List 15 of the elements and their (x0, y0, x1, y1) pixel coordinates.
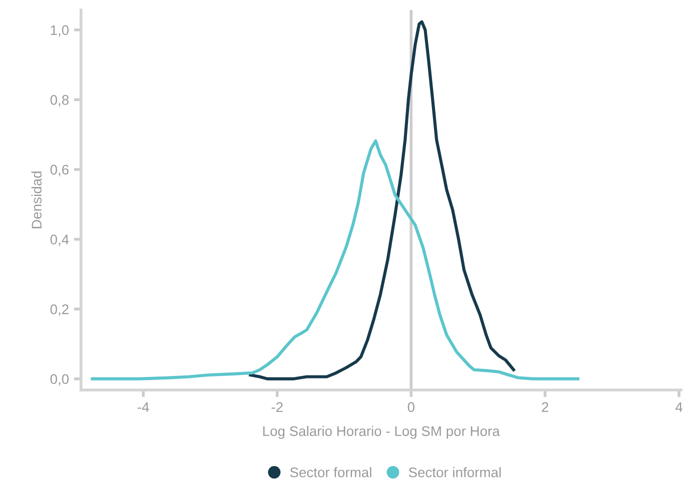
x-tick-label: 4 (675, 402, 682, 412)
x-tick-label: 0 (408, 402, 414, 412)
y-tick-label: 1,0 (50, 25, 69, 37)
x-tick-label: 2 (542, 402, 548, 412)
x-tick-label: -2 (272, 402, 283, 412)
x-axis-title: Log Salario Horario - Log SM por Hora (263, 426, 500, 439)
y-tick-label: 0,6 (50, 164, 69, 176)
y-tick-label: 0,8 (50, 95, 69, 106)
y-tick-label: 0,0 (50, 374, 69, 386)
y-axis-title: Densidad (31, 172, 42, 228)
legend-label: Sector informal (408, 467, 501, 478)
y-tick-label: 0,4 (50, 234, 69, 246)
x-tick-label: -4 (138, 402, 150, 412)
y-tick-label: 0,2 (50, 304, 68, 316)
legend-label: Sector formal (290, 467, 372, 478)
